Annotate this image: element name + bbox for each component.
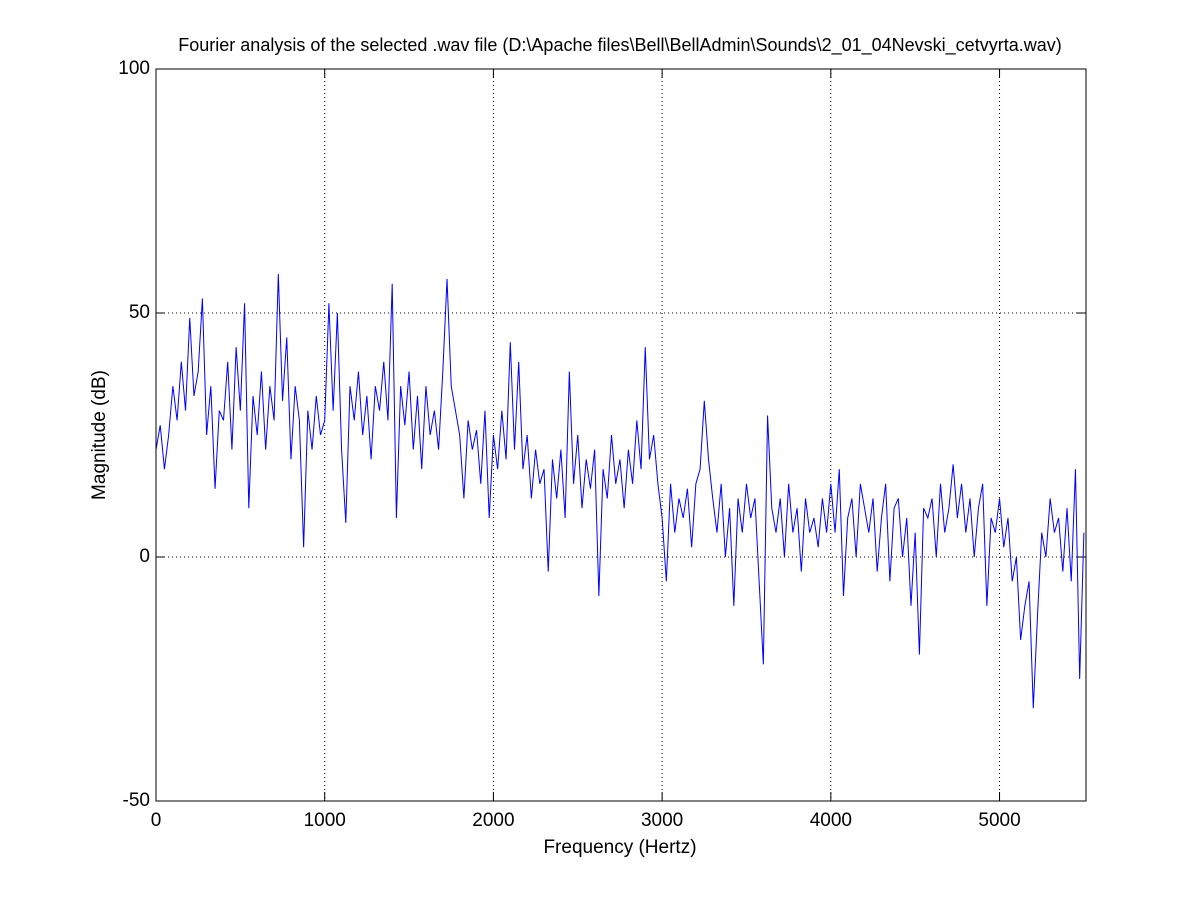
x-tick-label: 2000: [472, 810, 514, 831]
y-tick-label: 0: [139, 546, 150, 567]
x-tick-label: 0: [151, 810, 162, 831]
y-axis-label: Magnitude (dB): [89, 370, 110, 500]
x-tick-label: 4000: [810, 810, 852, 831]
x-axis-label: Frequency (Hertz): [543, 837, 696, 858]
y-tick-label: 50: [129, 302, 150, 323]
x-tick-label: 3000: [641, 810, 683, 831]
x-tick-label: 5000: [978, 810, 1020, 831]
y-tick-label: 100: [118, 58, 150, 79]
plot-frame: [155, 68, 1087, 802]
x-tick-label: 1000: [304, 810, 346, 831]
chart-title: Fourier analysis of the selected .wav fi…: [178, 35, 1061, 56]
y-tick-label: -50: [123, 790, 150, 811]
data-line: [155, 273, 1085, 709]
